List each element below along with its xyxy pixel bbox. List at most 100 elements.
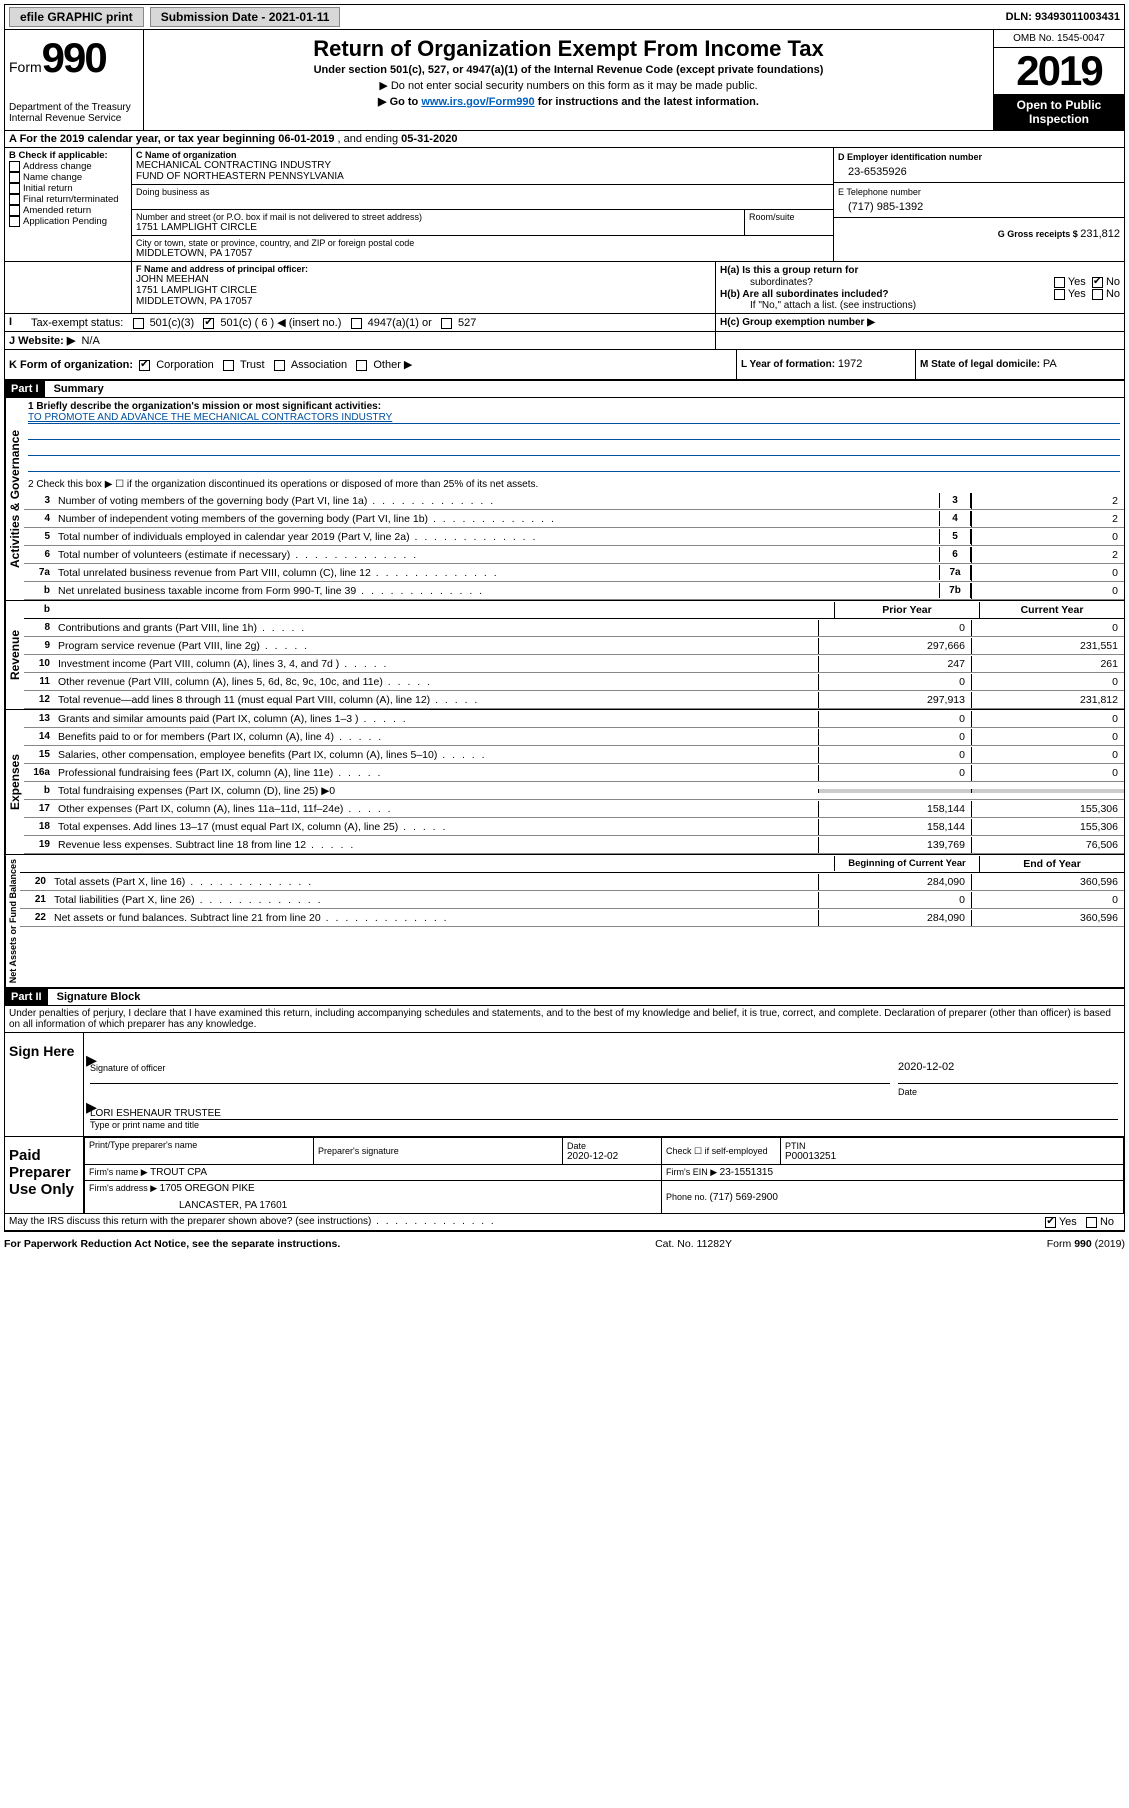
rev-line-9: 9 Program service revenue (Part VIII, li…: [24, 637, 1124, 655]
sig-officer-label: Signature of officer: [90, 1063, 165, 1073]
sig-arrow-icon-2: ▸: [86, 1094, 97, 1120]
cb-amended[interactable]: [9, 205, 20, 216]
cb-name-change[interactable]: [9, 172, 20, 183]
l-label: L Year of formation:: [741, 359, 838, 370]
firm-name-val: TROUT CPA: [150, 1167, 207, 1178]
gov-line-7b: b Net unrelated business taxable income …: [24, 582, 1124, 600]
cb-other[interactable]: [356, 360, 367, 371]
part-ii-header: Part II Signature Block: [5, 988, 1124, 1006]
b-item-1: Name change: [23, 172, 82, 183]
year-formation: 1972: [838, 358, 862, 370]
footer: For Paperwork Reduction Act Notice, see …: [0, 1236, 1129, 1252]
line-klm: K Form of organization: Corporation Trus…: [5, 350, 1124, 380]
cb-527[interactable]: [441, 318, 452, 329]
gross-receipts: 231,812: [1080, 228, 1120, 240]
i-label: Tax-exempt status:: [31, 317, 123, 329]
cb-discuss-no[interactable]: [1086, 1217, 1097, 1228]
section-b: B Check if applicable: Address change Na…: [5, 148, 132, 261]
sig-date-label: Date: [898, 1087, 1118, 1097]
b-item-3: Final return/terminated: [23, 194, 119, 205]
ha-no: No: [1106, 276, 1120, 288]
footer-mid: Cat. No. 11282Y: [655, 1238, 732, 1250]
mission-blank-2: [28, 441, 1120, 456]
tax-year: 2019: [994, 48, 1124, 94]
rev-line-11: 11 Other revenue (Part VIII, column (A),…: [24, 673, 1124, 691]
cb-hb-no[interactable]: [1092, 289, 1103, 300]
a-mid: , and ending: [338, 133, 402, 145]
open-public-1: Open to Public: [996, 98, 1122, 112]
cb-501c3[interactable]: [133, 318, 144, 329]
k-o1: Corporation: [156, 359, 213, 371]
cb-discuss-yes[interactable]: [1045, 1217, 1056, 1228]
cb-corp[interactable]: [139, 360, 150, 371]
part-ii-title: Signature Block: [51, 991, 141, 1003]
vert-exp: Expenses: [5, 710, 24, 854]
cb-501c[interactable]: [203, 318, 214, 329]
cb-ha-no[interactable]: [1092, 277, 1103, 288]
vert-net: Net Assets or Fund Balances: [5, 855, 20, 987]
cb-ha-yes[interactable]: [1054, 277, 1065, 288]
mission-blank-3: [28, 457, 1120, 472]
ha2-label: subordinates?: [750, 277, 813, 288]
mission-blank-1: [28, 425, 1120, 440]
cb-app-pending[interactable]: [9, 216, 20, 227]
exp-line-b: b Total fundraising expenses (Part IX, c…: [24, 782, 1124, 800]
i-o4: 527: [458, 317, 476, 329]
rev-line-10: 10 Investment income (Part VIII, column …: [24, 655, 1124, 673]
exp-section: Expenses 13 Grants and similar amounts p…: [5, 709, 1124, 854]
bcdeg-block: B Check if applicable: Address change Na…: [5, 148, 1124, 262]
sign-here-block: Sign Here ▸ Signature of officer 2020-12…: [5, 1033, 1124, 1137]
firm-ein-label: Firm's EIN ▶: [666, 1167, 720, 1177]
cb-assoc[interactable]: [274, 360, 285, 371]
prep-date-label: Date: [567, 1141, 657, 1151]
dept-irs: Internal Revenue Service: [9, 113, 139, 124]
discuss-no: No: [1100, 1216, 1114, 1228]
state-domicile: PA: [1043, 358, 1057, 370]
header-right: OMB No. 1545-0047 2019 Open to Public In…: [993, 30, 1124, 130]
m-label: M State of legal domicile:: [920, 359, 1043, 370]
cb-initial-return[interactable]: [9, 183, 20, 194]
cb-hb-yes[interactable]: [1054, 289, 1065, 300]
goto-line: ▶ Go to www.irs.gov/Form990 for instruct…: [152, 95, 985, 108]
firm-phone-val: (717) 569-2900: [710, 1192, 778, 1203]
gov-section: Activities & Governance 1 Briefly descri…: [5, 398, 1124, 600]
hb-label: H(b) Are all subordinates included?: [720, 289, 889, 300]
cb-trust[interactable]: [223, 360, 234, 371]
f-spacer: [5, 262, 131, 313]
open-public-2: Inspection: [996, 112, 1122, 126]
officer-name: JOHN MEEHAN: [136, 274, 711, 285]
a-pre: A For the 2019 calendar year, or tax yea…: [9, 133, 278, 145]
f-label: F Name and address of principal officer:: [136, 264, 711, 274]
dba-label: Doing business as: [136, 187, 829, 197]
discuss-text: May the IRS discuss this return with the…: [9, 1216, 371, 1227]
section-c: C Name of organization MECHANICAL CONTRA…: [132, 148, 833, 261]
gov-line-4: 4 Number of independent voting members o…: [24, 510, 1124, 528]
net-line-21: 21 Total liabilities (Part X, line 26) 0…: [20, 891, 1124, 909]
exp-line-15: 15 Salaries, other compensation, employe…: [24, 746, 1124, 764]
k-o3: Association: [291, 359, 347, 371]
irs-link[interactable]: www.irs.gov/Form990: [421, 96, 534, 108]
self-emp-label: Check ☐ if self-employed: [666, 1146, 776, 1157]
section-f: F Name and address of principal officer:…: [131, 262, 715, 313]
cb-address-change[interactable]: [9, 161, 20, 172]
exp-line-18: 18 Total expenses. Add lines 13–17 (must…: [24, 818, 1124, 836]
discuss-row: May the IRS discuss this return with the…: [5, 1214, 1124, 1231]
subdate-value: 2021-01-11: [269, 10, 330, 24]
k-label: K Form of organization:: [9, 359, 133, 371]
gov-line-5: 5 Total number of individuals employed i…: [24, 528, 1124, 546]
i-o2: 501(c) ( 6 ) ◀ (insert no.): [220, 317, 341, 329]
b-item-4: Amended return: [23, 205, 91, 216]
form-990-container: efile GRAPHIC print Submission Date - 20…: [4, 4, 1125, 1232]
cb-4947[interactable]: [351, 318, 362, 329]
submission-date-button[interactable]: Submission Date - 2021-01-11: [150, 7, 341, 27]
efile-button[interactable]: efile GRAPHIC print: [9, 7, 144, 27]
part-i-header: Part I Summary: [5, 380, 1124, 398]
sig-name-title: LORI ESHENAUR TRUSTEE: [90, 1108, 1118, 1119]
header-left: Form990 Department of the Treasury Inter…: [5, 30, 144, 130]
discuss-yes: Yes: [1059, 1216, 1077, 1228]
cb-final-return[interactable]: [9, 194, 20, 205]
dln-value: 93493011003431: [1035, 11, 1120, 23]
a-begin: 06-01-2019: [278, 133, 334, 145]
type-print-label: Type or print name and title: [90, 1120, 1118, 1130]
q1-label: 1 Briefly describe the organization's mi…: [28, 401, 1120, 412]
